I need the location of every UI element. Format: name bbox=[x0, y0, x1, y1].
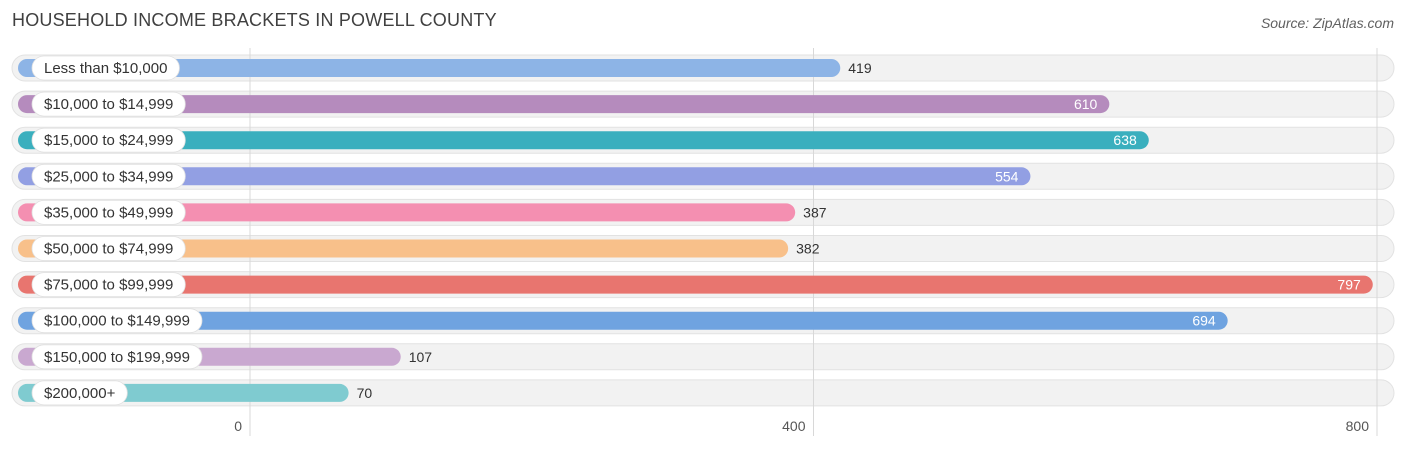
bar bbox=[18, 95, 1110, 114]
category-label: $100,000 to $149,999 bbox=[44, 313, 190, 330]
category-label: $150,000 to $199,999 bbox=[44, 349, 190, 366]
category-label: $50,000 to $74,999 bbox=[44, 241, 173, 258]
value-label: 638 bbox=[1113, 132, 1137, 148]
category-pill bbox=[31, 272, 186, 298]
source-note: Source: ZipAtlas.com bbox=[1260, 15, 1394, 31]
bar bbox=[18, 311, 1228, 330]
value-label: 610 bbox=[1074, 96, 1098, 112]
category-label: $35,000 to $49,999 bbox=[44, 204, 173, 221]
category-pill bbox=[31, 236, 186, 261]
category-label: Less than $10,000 bbox=[44, 60, 167, 77]
value-label: 797 bbox=[1337, 277, 1361, 293]
value-label: 382 bbox=[796, 241, 820, 257]
tick-label: 800 bbox=[1346, 418, 1370, 434]
chart-title: HOUSEHOLD INCOME BRACKETS IN POWELL COUN… bbox=[12, 10, 497, 30]
value-label: 419 bbox=[848, 60, 872, 76]
bar bbox=[18, 239, 789, 258]
value-label: 70 bbox=[357, 385, 373, 401]
bar bbox=[18, 59, 841, 77]
value-label: 107 bbox=[409, 349, 433, 365]
category-pill bbox=[31, 380, 128, 406]
category-pill bbox=[31, 199, 186, 225]
category-label: $10,000 to $14,999 bbox=[44, 96, 173, 113]
category-pill bbox=[31, 344, 203, 370]
value-label: 554 bbox=[995, 168, 1019, 184]
category-pill bbox=[31, 163, 186, 189]
value-label: 694 bbox=[1192, 313, 1216, 329]
row-track bbox=[11, 379, 1395, 407]
category-pill bbox=[31, 127, 186, 153]
bar bbox=[18, 167, 1031, 186]
bar bbox=[18, 131, 1149, 150]
category-pill bbox=[31, 55, 180, 81]
value-label: 387 bbox=[803, 204, 827, 220]
tick-label: 0 bbox=[234, 418, 242, 434]
category-label: $15,000 to $24,999 bbox=[44, 132, 173, 149]
category-pill bbox=[31, 91, 186, 117]
category-pill bbox=[31, 308, 203, 334]
bar bbox=[18, 203, 796, 222]
category-label: $75,000 to $99,999 bbox=[44, 277, 173, 294]
category-label: $200,000+ bbox=[44, 385, 116, 402]
bar bbox=[18, 275, 1373, 294]
category-label: $25,000 to $34,999 bbox=[44, 168, 173, 185]
tick-label: 400 bbox=[782, 418, 806, 434]
